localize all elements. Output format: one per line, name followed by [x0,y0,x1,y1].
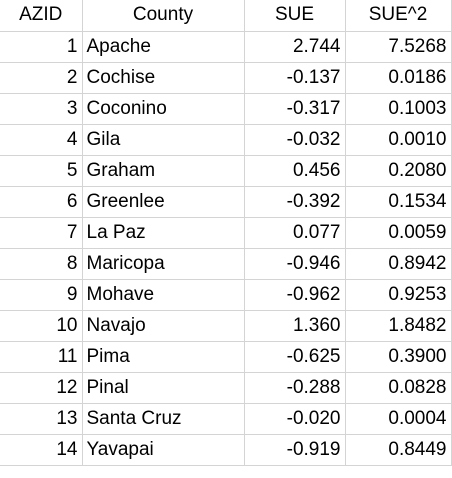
table-row: 10 Navajo 1.360 1.8482 [0,310,452,342]
cell-sue[interactable]: -0.946 [244,248,346,280]
cell-azid[interactable]: 9 [0,279,83,311]
cell-county[interactable]: La Paz [82,217,245,249]
table-row: 12 Pinal -0.288 0.0828 [0,372,452,404]
cell-sue[interactable]: 1.360 [244,310,346,342]
cell-county[interactable]: Apache [82,31,245,63]
cell-sue[interactable]: 0.456 [244,155,346,187]
cell-sue[interactable]: -0.625 [244,341,346,373]
table-row: 4 Gila -0.032 0.0010 [0,124,452,156]
cell-sue[interactable]: -0.020 [244,403,346,435]
cell-azid[interactable]: 8 [0,248,83,280]
cell-sue[interactable]: -0.392 [244,186,346,218]
table-row: 11 Pima -0.625 0.3900 [0,341,452,373]
cell-sue[interactable]: -0.962 [244,279,346,311]
table-row: 14 Yavapai -0.919 0.8449 [0,434,452,466]
cell-sue-squared[interactable]: 0.0004 [345,403,452,435]
cell-sue[interactable]: -0.317 [244,93,346,125]
table-row: 1 Apache 2.744 7.5268 [0,31,452,63]
cell-sue-squared[interactable]: 0.1534 [345,186,452,218]
cell-azid[interactable]: 11 [0,341,83,373]
cell-azid[interactable]: 1 [0,31,83,63]
cell-county[interactable]: Greenlee [82,186,245,218]
cell-sue-squared[interactable]: 0.3900 [345,341,452,373]
table-row: 7 La Paz 0.077 0.0059 [0,217,452,249]
cell-azid[interactable]: 4 [0,124,83,156]
cell-sue[interactable]: -0.919 [244,434,346,466]
header-sue-squared[interactable]: SUE^2 [345,0,452,32]
county-sue-table: AZID County SUE SUE^2 1 Apache 2.744 7.5268… [0,0,452,466]
table-row: 8 Maricopa -0.946 0.8942 [0,248,452,280]
cell-county[interactable]: Yavapai [82,434,245,466]
cell-sue[interactable]: -0.137 [244,62,346,94]
cell-azid[interactable]: 7 [0,217,83,249]
cell-county[interactable]: Pima [82,341,245,373]
cell-azid[interactable]: 2 [0,62,83,94]
cell-sue-squared[interactable]: 0.8942 [345,248,452,280]
cell-azid[interactable]: 13 [0,403,83,435]
header-row: AZID County SUE SUE^2 [0,0,452,32]
cell-azid[interactable]: 14 [0,434,83,466]
cell-county[interactable]: Maricopa [82,248,245,280]
cell-county[interactable]: Coconino [82,93,245,125]
header-county[interactable]: County [82,0,245,32]
table-row: 2 Cochise -0.137 0.0186 [0,62,452,94]
cell-sue[interactable]: 0.077 [244,217,346,249]
cell-azid[interactable]: 5 [0,155,83,187]
cell-sue-squared[interactable]: 0.1003 [345,93,452,125]
cell-azid[interactable]: 10 [0,310,83,342]
cell-county[interactable]: Navajo [82,310,245,342]
cell-sue-squared[interactable]: 1.8482 [345,310,452,342]
cell-azid[interactable]: 3 [0,93,83,125]
header-azid[interactable]: AZID [0,0,83,32]
table-row: 3 Coconino -0.317 0.1003 [0,93,452,125]
cell-sue-squared[interactable]: 0.8449 [345,434,452,466]
cell-sue-squared[interactable]: 0.0828 [345,372,452,404]
table-body: 1 Apache 2.744 7.5268 2 Cochise -0.137 0.0186 3 C… [0,31,452,466]
cell-sue[interactable]: -0.032 [244,124,346,156]
table-row: 6 Greenlee -0.392 0.1534 [0,186,452,218]
cell-county[interactable]: Graham [82,155,245,187]
table-row: 13 Santa Cruz -0.020 0.0004 [0,403,452,435]
table-row: 9 Mohave -0.962 0.9253 [0,279,452,311]
cell-sue-squared[interactable]: 0.0010 [345,124,452,156]
table-row: 5 Graham 0.456 0.2080 [0,155,452,187]
cell-azid[interactable]: 12 [0,372,83,404]
cell-county[interactable]: Cochise [82,62,245,94]
cell-sue[interactable]: 2.744 [244,31,346,63]
cell-sue-squared[interactable]: 0.2080 [345,155,452,187]
cell-sue-squared[interactable]: 0.0059 [345,217,452,249]
cell-azid[interactable]: 6 [0,186,83,218]
cell-sue-squared[interactable]: 0.0186 [345,62,452,94]
cell-county[interactable]: Pinal [82,372,245,404]
cell-county[interactable]: Gila [82,124,245,156]
header-sue[interactable]: SUE [244,0,346,32]
cell-county[interactable]: Santa Cruz [82,403,245,435]
cell-sue[interactable]: -0.288 [244,372,346,404]
cell-county[interactable]: Mohave [82,279,245,311]
cell-sue-squared[interactable]: 7.5268 [345,31,452,63]
cell-sue-squared[interactable]: 0.9253 [345,279,452,311]
